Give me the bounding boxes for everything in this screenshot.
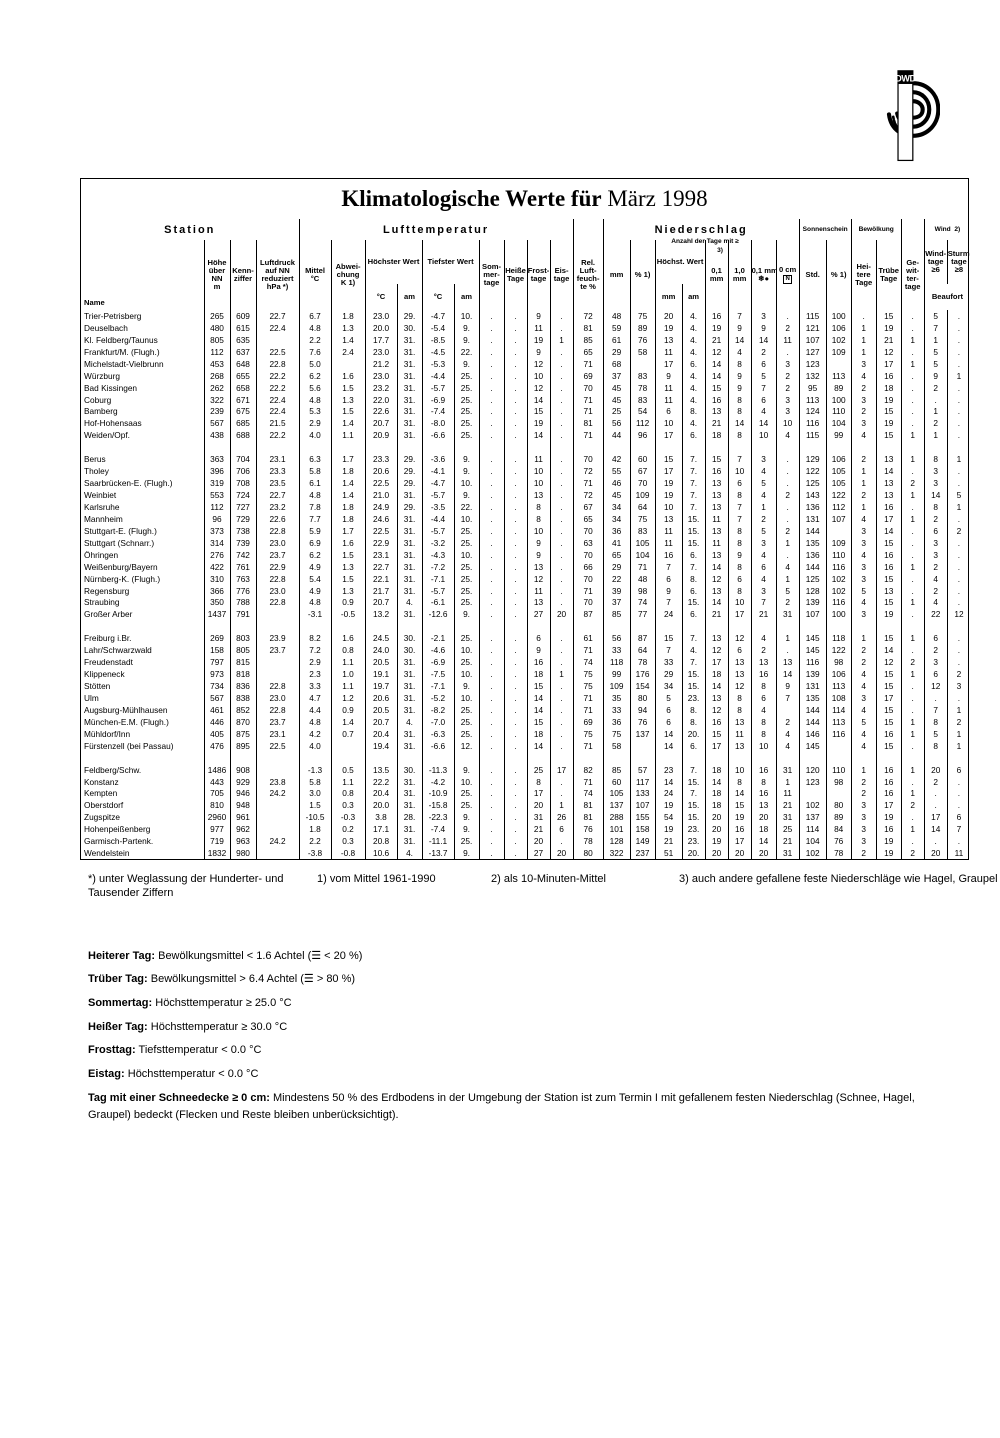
svg-text:DWD: DWD xyxy=(895,74,916,84)
